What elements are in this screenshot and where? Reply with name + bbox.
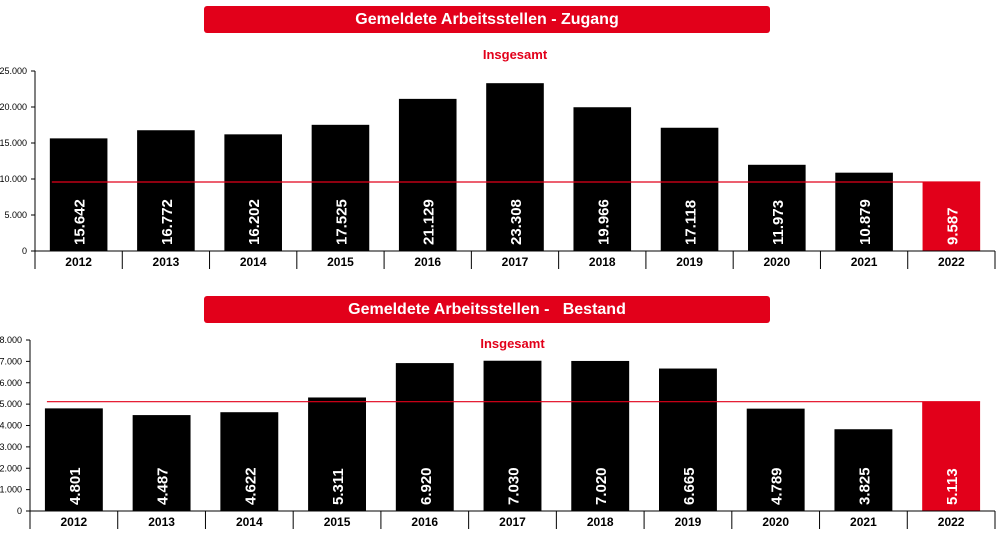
value-label-2012: 4.801: [67, 467, 84, 505]
y-tick-label: 0: [22, 246, 27, 256]
x-tick-label: 2012: [65, 255, 92, 269]
x-tick-label: 2015: [327, 255, 354, 269]
bar-2018: [573, 107, 632, 251]
bar-2013: [132, 415, 191, 511]
bar-2014: [224, 134, 282, 251]
value-label-2022: 9.587: [944, 207, 961, 245]
x-tick-label: 2013: [153, 255, 180, 269]
bar-2021: [835, 172, 893, 251]
bar-2019: [660, 127, 719, 251]
y-tick-label: 20.000: [0, 102, 27, 112]
bar-chart-bestand: Insgesamt 0 1.000 2.000 3.000 4.000 5.000 6.000…: [0, 335, 996, 529]
bar-2017: [486, 83, 544, 251]
y-tick-label: 1.000: [0, 485, 22, 495]
x-tick-label: 2013: [148, 515, 175, 529]
y-tick-label: 10.000: [0, 174, 27, 184]
x-tick-label: 2019: [675, 515, 702, 529]
value-label-2015: 5.311: [330, 468, 347, 505]
y-tick-label: 0: [17, 506, 22, 516]
chart-title: Insgesamt: [483, 47, 548, 62]
bar-2014: [220, 412, 279, 511]
x-tick-label: 2018: [589, 255, 616, 269]
y-tick-label: 5.000: [0, 399, 22, 409]
value-label-2017: 7.030: [506, 467, 523, 505]
x-tick-label: 2016: [414, 255, 441, 269]
x-tick-label: 2020: [763, 255, 790, 269]
y-tick-label: 4.000: [0, 421, 22, 431]
value-label-2018: 7.020: [593, 467, 610, 505]
value-label-2019: 17.118: [683, 200, 700, 245]
bar-chart-zugang: Insgesamt 0 5.000 10.000 15.000 20.000 25.000 1…: [0, 47, 996, 269]
x-tick-label: 2022: [938, 255, 965, 269]
chart-banner-bestand: Gemeldete Arbeitsstellen - Bestand: [204, 296, 770, 323]
value-label-2019: 6.665: [681, 467, 698, 505]
value-label-2016: 6.920: [418, 467, 435, 505]
value-label-2015: 17.525: [333, 199, 350, 245]
value-label-2017: 23.308: [508, 199, 525, 245]
x-tick-label: 2017: [499, 515, 526, 529]
bar-2017: [483, 360, 542, 511]
bar-2018: [571, 360, 630, 511]
bar-2020: [746, 408, 805, 511]
y-tick-label: 8.000: [0, 335, 22, 345]
value-label-2020: 11.973: [770, 200, 787, 245]
chart-title: Insgesamt: [480, 336, 545, 351]
x-tick-label: 2014: [240, 255, 267, 269]
bar-2022: [922, 401, 981, 511]
bar-2022: [922, 181, 981, 251]
value-label-2014: 4.622: [242, 467, 259, 505]
value-label-2018: 19.966: [595, 199, 612, 245]
x-tick-label: 2014: [236, 515, 263, 529]
bar-2016: [398, 98, 457, 251]
value-label-2013: 4.487: [155, 467, 172, 505]
y-tick-label: 25.000: [0, 66, 27, 76]
x-tick-label: 2012: [61, 515, 88, 529]
value-label-2021: 3.825: [856, 467, 873, 505]
bar-2012: [49, 138, 108, 251]
y-tick-label: 3.000: [0, 442, 22, 452]
x-tick-label: 2021: [851, 255, 878, 269]
bar-2015: [308, 397, 366, 511]
x-tick-label: 2019: [676, 255, 703, 269]
y-tick-label: 15.000: [0, 138, 27, 148]
y-tick-label: 7.000: [0, 356, 22, 366]
bar-2016: [395, 363, 454, 511]
y-tick-label: 2.000: [0, 463, 22, 473]
y-tick-label: 5.000: [4, 210, 27, 220]
x-tick-label: 2022: [938, 515, 965, 529]
bar-2015: [311, 124, 370, 251]
value-label-2020: 4.789: [769, 467, 786, 505]
y-tick-label: 6.000: [0, 378, 22, 388]
x-tick-label: 2017: [502, 255, 529, 269]
value-label-2016: 21.129: [421, 199, 438, 245]
x-tick-label: 2018: [587, 515, 614, 529]
value-label-2021: 10.879: [857, 199, 874, 245]
bar-2019: [659, 368, 717, 511]
x-tick-label: 2015: [324, 515, 351, 529]
value-label-2012: 15.642: [72, 199, 89, 245]
value-label-2013: 16.772: [159, 199, 176, 245]
x-tick-label: 2020: [762, 515, 789, 529]
x-tick-label: 2016: [411, 515, 438, 529]
chart-banner-zugang: Gemeldete Arbeitsstellen - Zugang: [204, 6, 770, 33]
bar-2012: [44, 408, 103, 511]
bar-2020: [748, 164, 806, 251]
value-label-2022: 5.113: [944, 468, 961, 505]
bar-2013: [137, 130, 195, 251]
bar-2021: [834, 429, 893, 511]
x-tick-label: 2021: [850, 515, 877, 529]
value-label-2014: 16.202: [246, 199, 263, 245]
